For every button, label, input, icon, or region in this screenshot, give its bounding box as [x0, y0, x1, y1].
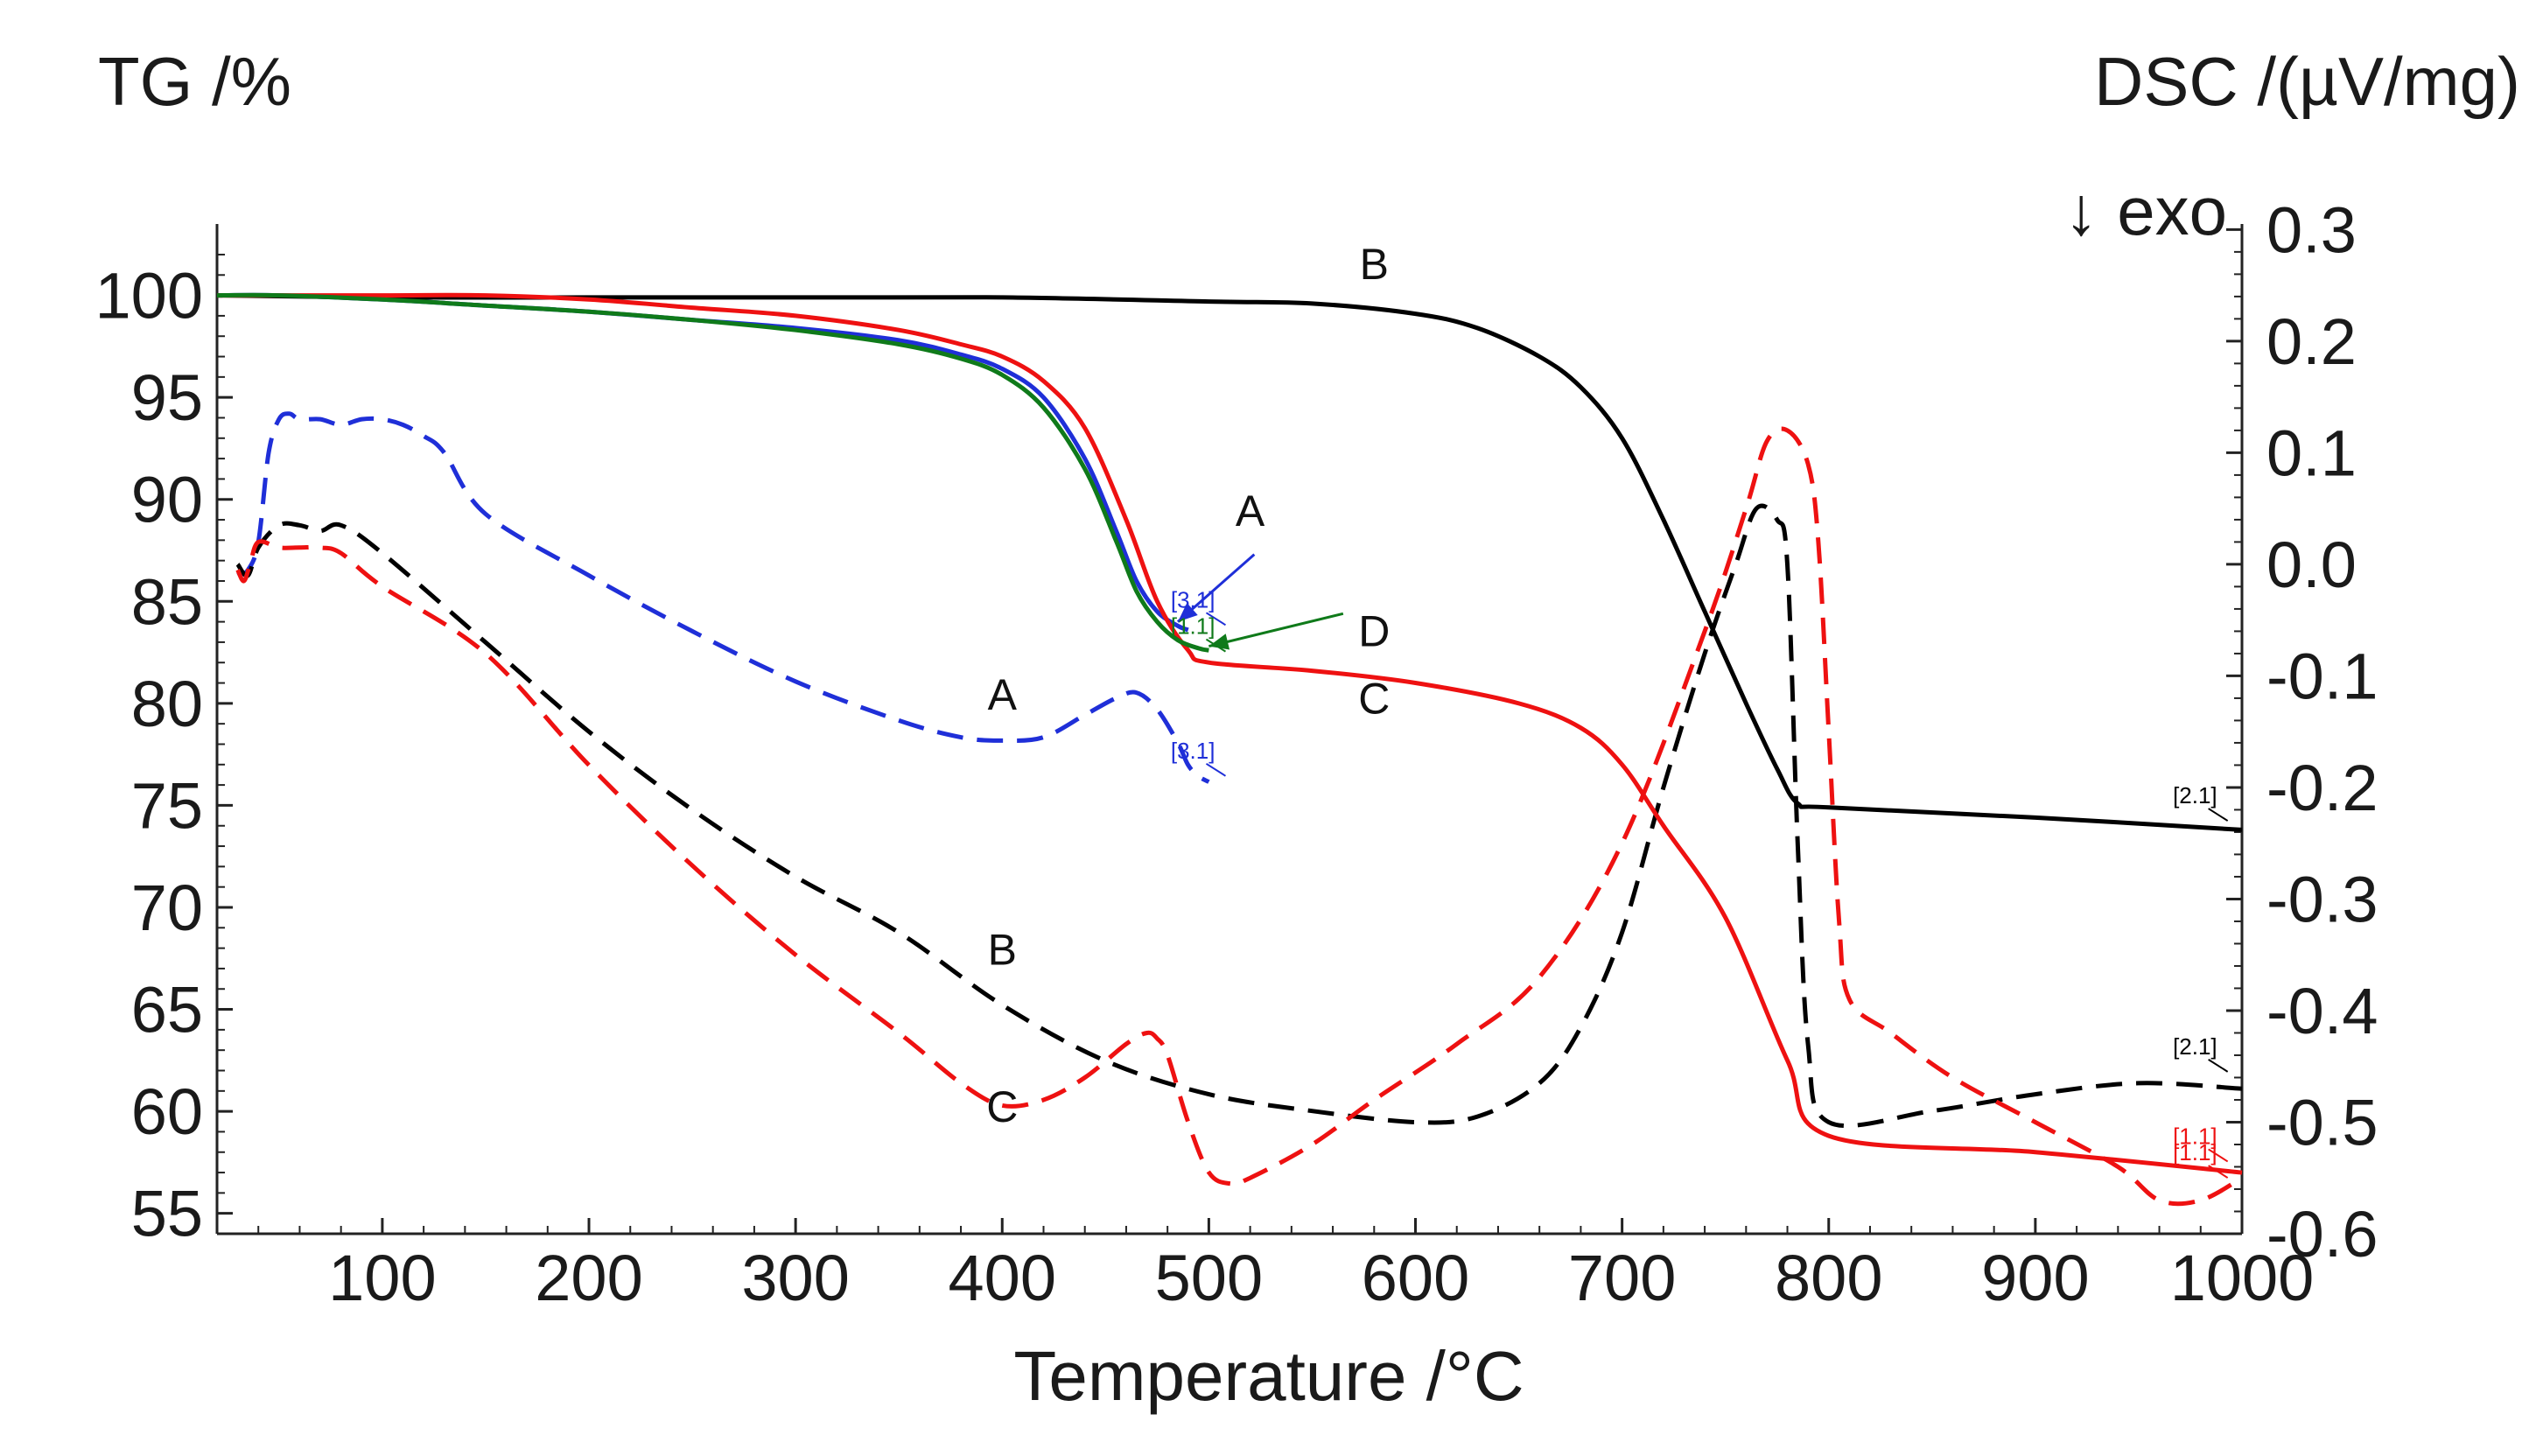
- curve-label: A: [1236, 486, 1265, 536]
- y-right-tick-label: 0.2: [2266, 305, 2357, 378]
- x-axis-title: Temperature /°C: [1013, 1337, 1524, 1415]
- end-marker-tick: [2208, 808, 2229, 822]
- x-tick-label: 900: [1981, 1242, 2089, 1314]
- tg-series-line: [216, 292, 1189, 633]
- end-marker-label: [2.1]: [2173, 1033, 2217, 1060]
- curve-label: A: [988, 670, 1018, 719]
- curve-label: C: [1358, 675, 1390, 724]
- y-right-tick-label: -0.5: [2266, 1086, 2378, 1158]
- x-tick-label: 700: [1568, 1242, 1676, 1314]
- end-marker-tick: [2208, 1059, 2229, 1073]
- end-marker-tick: [2208, 1165, 2229, 1179]
- end-marker-tick: [2208, 1148, 2229, 1163]
- end-marker-label: [3.1]: [1171, 586, 1215, 612]
- x-tick-label: 200: [535, 1242, 642, 1314]
- y-right-tick-label: 0.0: [2266, 528, 2357, 601]
- x-tick-label: 400: [949, 1242, 1056, 1314]
- pointer-arrow-line: [1208, 612, 1344, 648]
- x-tick-label: 100: [328, 1242, 436, 1314]
- x-tick-label: 600: [1362, 1242, 1469, 1314]
- end-marker-label: [1.1]: [1171, 613, 1215, 640]
- x-tick-label: 500: [1155, 1242, 1263, 1314]
- y-left-tick-label: 75: [131, 769, 203, 842]
- y-right-tick-label: 0.1: [2266, 416, 2357, 489]
- y-right-tick-label: 0.3: [2266, 193, 2357, 266]
- y-left-tick-label: 85: [131, 565, 203, 638]
- end-marker-label: [1.1]: [2173, 1139, 2217, 1166]
- dsc-series-line: [235, 426, 2244, 1207]
- y-right-tick-label: -0.4: [2266, 975, 2378, 1047]
- y-left-tick-label: 70: [131, 872, 203, 944]
- y-right-tick-label: -0.1: [2266, 640, 2378, 712]
- curve-label: B: [1360, 240, 1389, 289]
- pointer-arrow-head: [1177, 602, 1198, 622]
- end-marker-tick: [1205, 612, 1227, 626]
- end-marker-label: [3.1]: [1171, 738, 1215, 764]
- y-left-tick-label: 55: [131, 1178, 203, 1250]
- curve-label: B: [988, 925, 1017, 974]
- y-right-axis-title: DSC /(µV/mg): [2094, 43, 2520, 120]
- end-marker-label: [1.1]: [2173, 1123, 2217, 1149]
- y-left-tick-label: 65: [131, 974, 203, 1046]
- curve-label: C: [986, 1082, 1018, 1131]
- x-tick-label: 800: [1775, 1242, 1882, 1314]
- x-tick-label: 1000: [2170, 1242, 2315, 1314]
- y-left-axis-title: TG /%: [98, 43, 291, 120]
- y-left-tick-label: 100: [95, 260, 203, 332]
- exo-direction-label: ↓ exo: [2064, 172, 2227, 249]
- pointer-arrow-head: [1208, 634, 1230, 650]
- end-marker-tick: [1205, 762, 1227, 777]
- y-left-tick-label: 80: [131, 668, 203, 740]
- y-right-tick-label: -0.6: [2266, 1198, 2378, 1270]
- tg-series-line: [216, 292, 1209, 653]
- tg-series-line: [217, 292, 2243, 1175]
- tg-series-line: [216, 293, 2243, 832]
- end-marker-label: [2.1]: [2173, 782, 2217, 808]
- end-marker-tick: [1205, 638, 1227, 653]
- x-tick-label: 300: [741, 1242, 849, 1314]
- dsc-series-line: [236, 411, 1210, 784]
- y-left-tick-label: 90: [131, 464, 203, 536]
- y-right-tick-label: -0.2: [2266, 752, 2378, 824]
- curve-label: D: [1358, 607, 1390, 656]
- dsc-series-line: [235, 503, 2243, 1129]
- annotations: [3.1][1.1][3.1][2.1][2.1][1.1][1.1]BADCA…: [986, 240, 2229, 1179]
- y-left-tick-label: 60: [131, 1075, 203, 1148]
- axes: 100 200 300 400 500 600 700 800 900 1000 55 60 65 70 7…: [95, 193, 2378, 1314]
- y-left-tick-label: 95: [131, 361, 203, 434]
- y-right-tick-label: -0.3: [2266, 863, 2378, 935]
- series: [216, 292, 2244, 1207]
